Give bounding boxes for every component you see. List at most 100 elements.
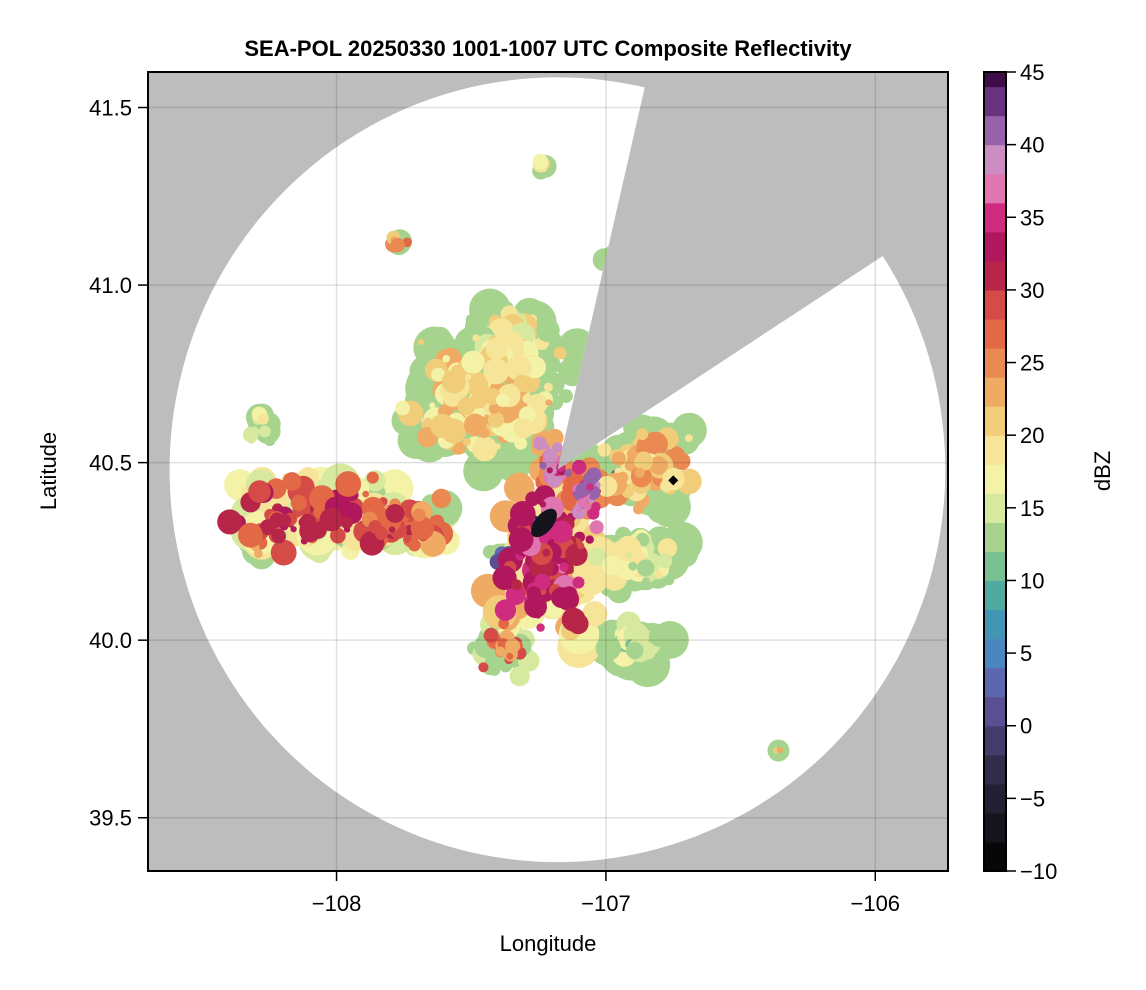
echo-cell	[248, 480, 271, 503]
echo-cell	[526, 586, 542, 601]
echo-cell	[589, 520, 604, 535]
echo-cell	[539, 462, 547, 470]
colorbar-tick-label: 20	[1020, 423, 1044, 448]
echo-cell	[654, 570, 663, 578]
colorbar-frame	[983, 71, 1007, 872]
echo-cell	[385, 504, 405, 523]
echo-cell	[657, 538, 678, 558]
x-tick-label: −107	[581, 891, 631, 916]
echo-cell	[634, 467, 645, 478]
echo-cell	[565, 543, 588, 566]
echo-cell	[591, 501, 601, 512]
colorbar-tick-label: −5	[1020, 786, 1045, 811]
colorbar-segment	[984, 841, 1006, 872]
echo-cell	[535, 411, 547, 423]
plot-area	[148, 72, 948, 871]
colorbar-segment	[984, 231, 1006, 262]
echo-cell	[642, 577, 650, 586]
colorbar-segment	[984, 72, 1006, 88]
echo-cell	[550, 520, 573, 544]
echo-cell	[282, 472, 302, 491]
colorbar-segment	[984, 289, 1006, 320]
colorbar-ticks: −10 −5 0 5 10 15 20 25 30 35 40 45	[1006, 60, 1057, 884]
colorbar-segment	[984, 638, 1006, 669]
echo-cell	[485, 337, 508, 360]
colorbar-segment	[984, 202, 1006, 233]
echo-cell	[496, 393, 510, 408]
echo-cell	[634, 451, 654, 471]
echo-cell	[505, 638, 521, 654]
colorbar-segment	[984, 86, 1006, 117]
echo-cell	[649, 456, 668, 475]
echo-cell	[465, 373, 472, 380]
echo-cell	[583, 502, 592, 511]
x-tick-label: −106	[850, 891, 900, 916]
colorbar-tick-label: −10	[1020, 859, 1057, 884]
echo-cell	[488, 403, 500, 414]
colorbar	[984, 72, 1006, 872]
site-marker-diamond	[668, 475, 679, 486]
echo-cell	[685, 434, 693, 442]
echo-cell	[648, 626, 670, 647]
colorbar-segment	[984, 667, 1006, 698]
echo-cell	[572, 576, 585, 589]
reflectivity-field	[217, 153, 790, 762]
echo-halo	[670, 539, 699, 568]
echo-cell	[510, 501, 536, 527]
echo-cell	[403, 534, 412, 544]
y-axis: 39.5 40.0 40.5 41.0 41.5	[89, 96, 148, 831]
colorbar-segment	[984, 115, 1006, 146]
echo-cell	[498, 618, 510, 630]
echo-cell	[508, 527, 534, 552]
echo-cell	[505, 585, 526, 605]
colorbar-tick-label: 35	[1020, 205, 1044, 230]
colorbar-segment	[984, 406, 1006, 436]
echo-cell	[270, 539, 297, 566]
echo-cell	[417, 338, 425, 345]
y-tick-label: 41.0	[89, 273, 132, 298]
echo-cell	[247, 435, 256, 444]
echo-cell	[366, 471, 379, 484]
echo-cell	[390, 237, 405, 253]
echo-cell	[388, 526, 396, 533]
echo-cell	[571, 459, 587, 475]
echo-cell	[536, 318, 560, 343]
colorbar-segment	[984, 725, 1006, 756]
echo-cell	[463, 438, 472, 446]
echo-cell	[330, 527, 346, 544]
echo-cell	[542, 548, 551, 557]
echo-cell	[494, 599, 517, 621]
echo-cell	[559, 562, 569, 572]
echo-cell	[492, 565, 517, 591]
echo-cell	[608, 576, 621, 588]
colorbar-tick-label: 10	[1020, 568, 1044, 593]
colorbar-segment	[984, 173, 1006, 204]
echo-cell	[633, 503, 644, 515]
echo-cell	[431, 488, 452, 509]
echo-cell	[568, 613, 589, 635]
echo-cell	[626, 552, 633, 559]
echo-cell	[524, 595, 547, 619]
colorbar-tick-label: 25	[1020, 351, 1044, 376]
echo-cell	[553, 346, 567, 360]
echo-cell	[522, 393, 533, 404]
echo-cell	[620, 566, 631, 577]
echo-cell	[271, 528, 286, 544]
echo-cell	[626, 448, 638, 460]
colorbar-label: dBZ	[1090, 451, 1115, 491]
colorbar-tick-label: 15	[1020, 496, 1044, 521]
echo-cell	[611, 451, 627, 466]
echo-cell	[290, 526, 297, 533]
echo-cell	[545, 399, 553, 406]
y-axis-label: Latitude	[36, 432, 61, 510]
echo-cell	[505, 355, 532, 381]
echo-cell	[258, 425, 271, 438]
x-axis: −108 −107 −106	[312, 871, 900, 916]
echo-cell	[513, 418, 534, 439]
echo-cell	[776, 746, 784, 754]
echo-cell	[586, 483, 594, 491]
echo-cell	[525, 491, 540, 507]
echo-cell	[461, 350, 485, 374]
echo-halo	[484, 656, 497, 668]
colorbar-segment	[984, 609, 1006, 640]
